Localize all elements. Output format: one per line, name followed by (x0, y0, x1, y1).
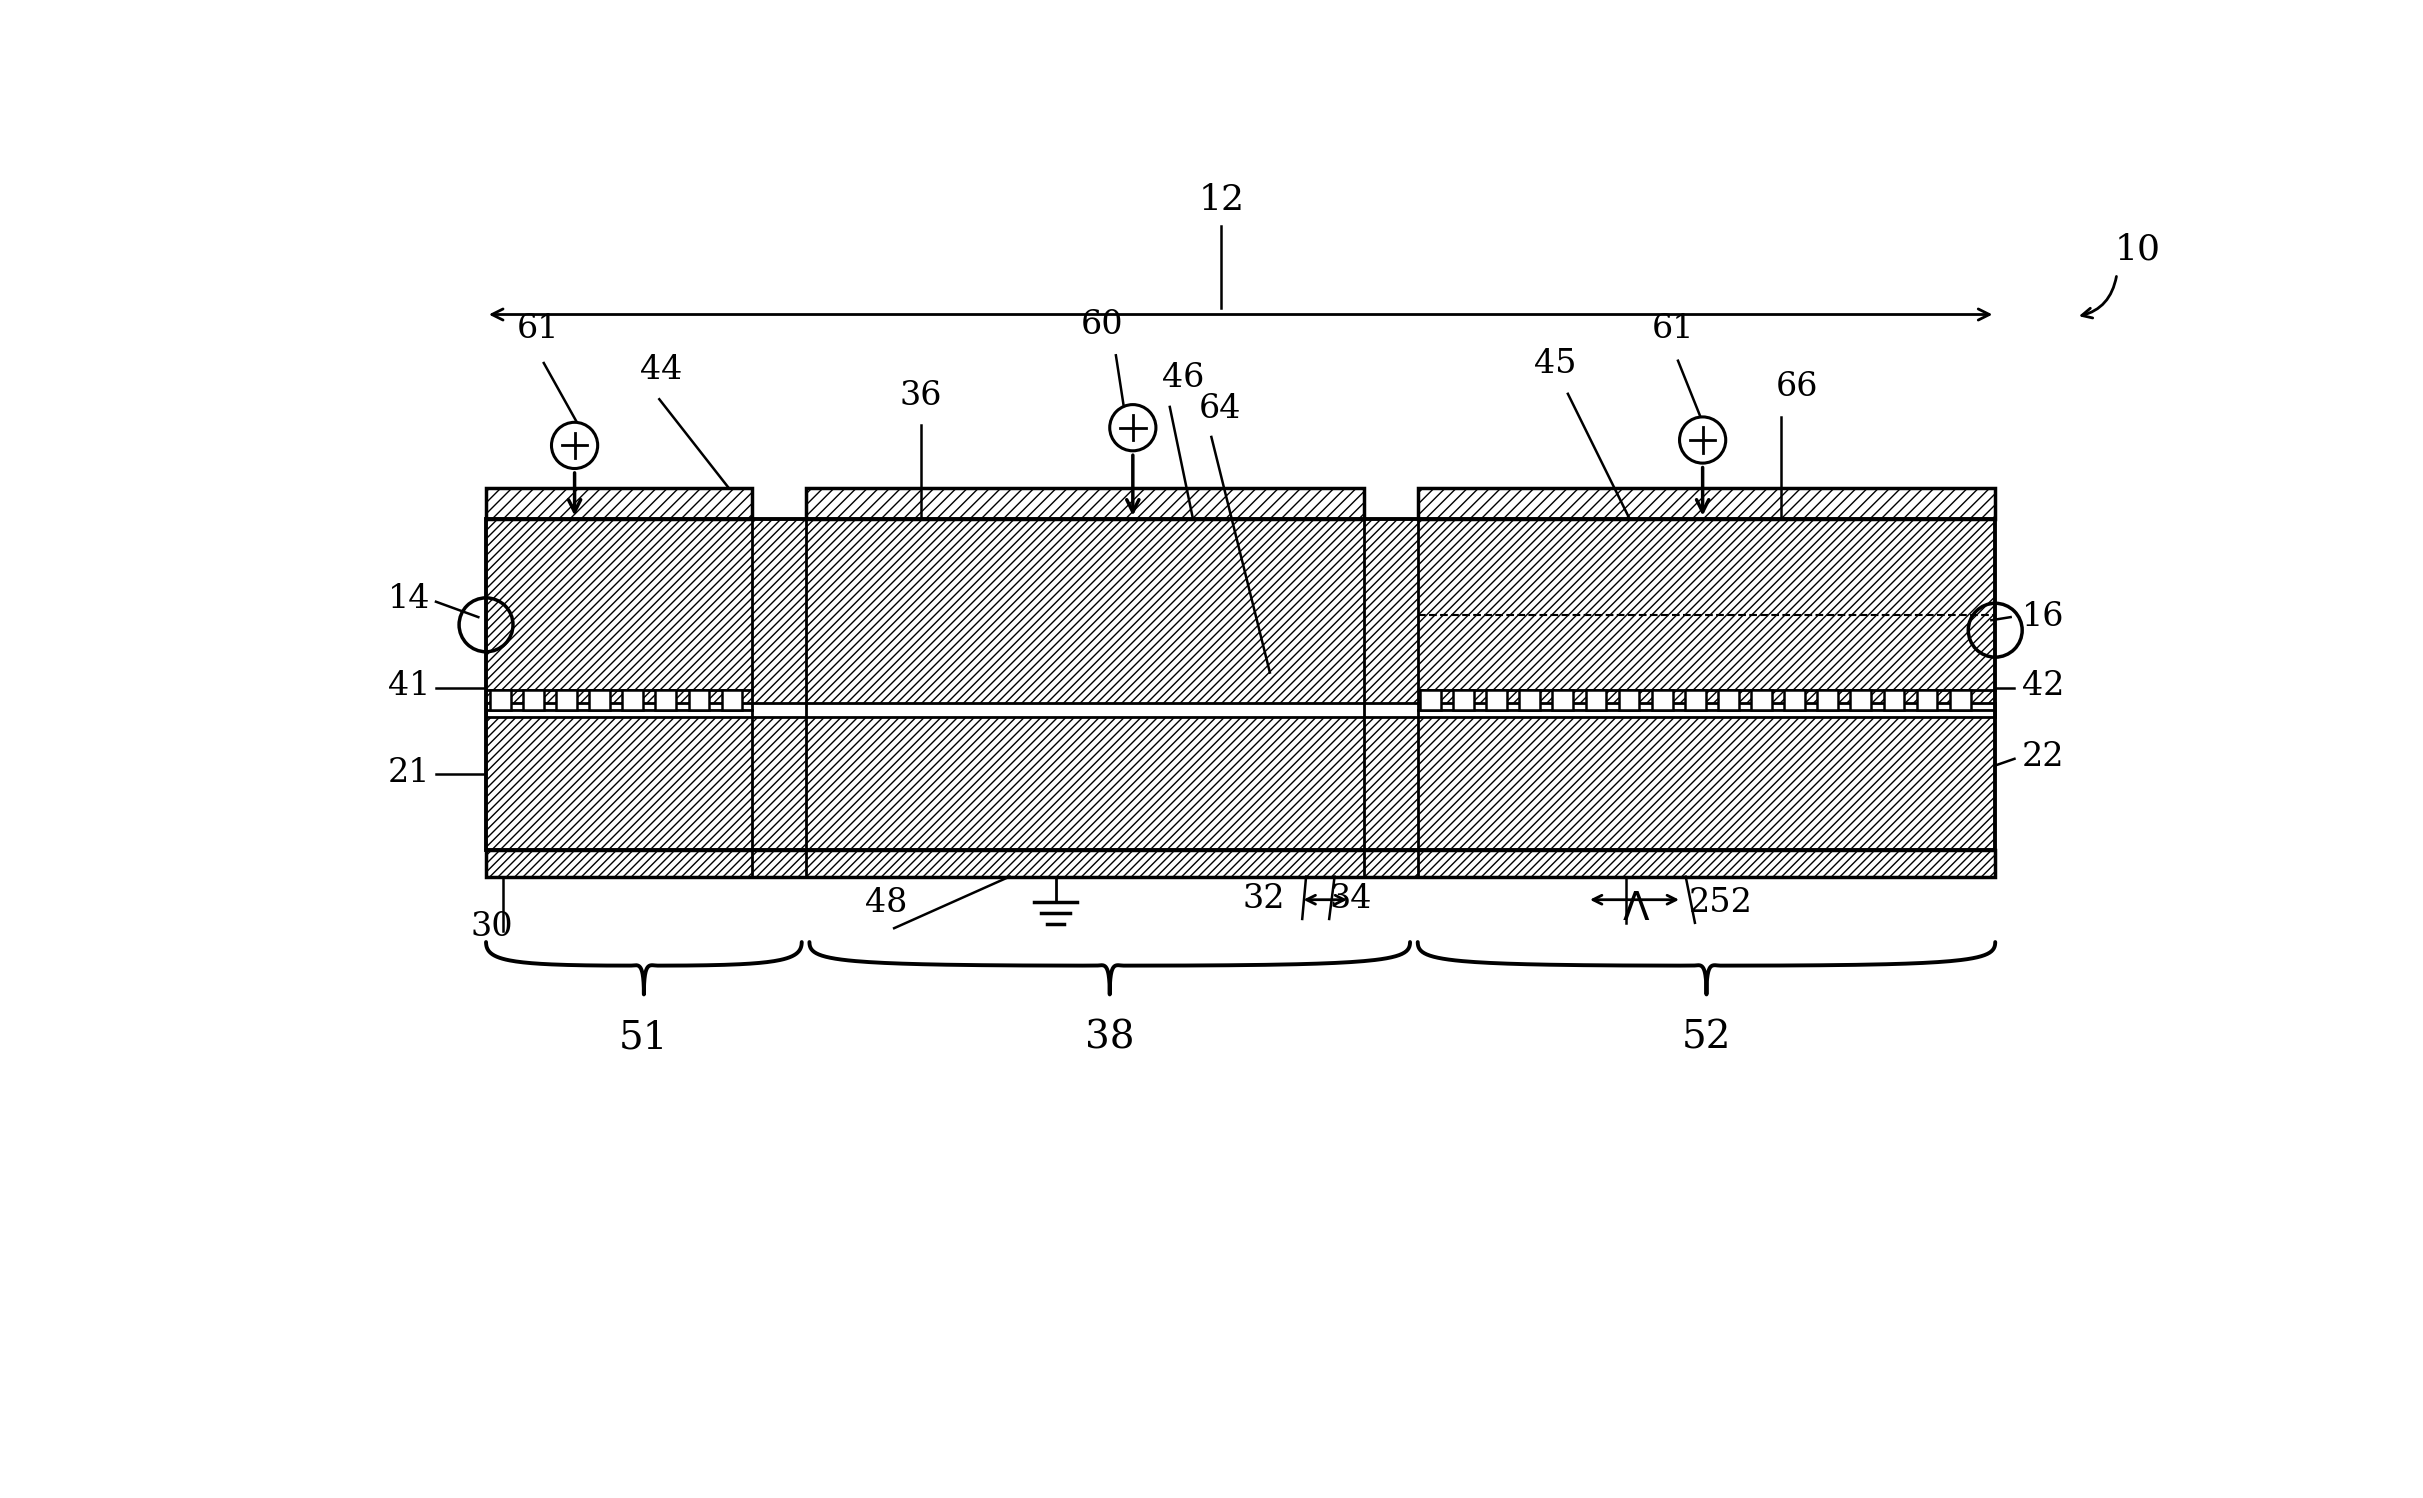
Bar (489, 689, 511, 710)
Text: 51: 51 (620, 1019, 669, 1056)
Text: 61: 61 (516, 313, 560, 346)
Circle shape (1679, 416, 1725, 463)
Bar (1652, 689, 1672, 710)
Text: 66: 66 (1776, 372, 1817, 403)
Text: 64: 64 (1199, 392, 1241, 424)
Bar (487, 488, 751, 518)
Bar (1718, 689, 1740, 710)
Text: 46: 46 (1163, 363, 1204, 394)
Bar (1454, 689, 1473, 710)
Text: 21: 21 (388, 756, 431, 788)
Text: 252: 252 (1689, 887, 1752, 918)
Text: 44: 44 (640, 354, 683, 386)
Bar (1519, 689, 1541, 710)
Bar (1951, 689, 1970, 710)
Bar (523, 689, 543, 710)
Text: 32: 32 (1243, 884, 1284, 915)
Bar (487, 704, 1994, 718)
Text: 22: 22 (2023, 742, 2064, 773)
Bar (487, 518, 1994, 849)
Bar (1585, 689, 1606, 710)
Bar (487, 488, 751, 518)
Bar (1752, 689, 1771, 710)
Bar (1817, 689, 1839, 710)
Bar (1485, 689, 1507, 710)
Bar (1684, 689, 1706, 710)
Text: 52: 52 (1682, 1019, 1730, 1056)
Bar (657, 689, 676, 710)
Bar (1883, 689, 1904, 710)
Bar (1851, 689, 1871, 710)
Bar (1417, 488, 1994, 518)
Text: 48: 48 (865, 887, 909, 918)
Text: 34: 34 (1330, 884, 1371, 915)
Circle shape (1110, 404, 1156, 451)
Text: 36: 36 (899, 380, 943, 412)
Text: 45: 45 (1534, 348, 1575, 380)
Bar (804, 488, 1364, 518)
Text: 30: 30 (470, 911, 514, 942)
Text: 38: 38 (1086, 1019, 1134, 1056)
Bar (1417, 488, 1994, 518)
Bar (487, 718, 1994, 849)
Bar (487, 849, 1994, 876)
Bar (804, 488, 1364, 518)
Text: $\Lambda$: $\Lambda$ (1623, 891, 1650, 929)
Bar (589, 689, 611, 710)
Bar (688, 689, 710, 710)
Bar (1420, 689, 1442, 710)
Text: 16: 16 (2023, 601, 2064, 634)
Circle shape (552, 422, 598, 469)
Bar (1783, 689, 1805, 710)
Bar (1917, 689, 1938, 710)
Bar (1553, 689, 1573, 710)
Text: 14: 14 (388, 583, 431, 616)
Bar (487, 518, 1994, 704)
Text: 60: 60 (1081, 310, 1124, 342)
Bar (623, 689, 642, 710)
Text: 41: 41 (388, 671, 431, 703)
Text: 12: 12 (1199, 183, 1245, 217)
Text: 42: 42 (2023, 671, 2064, 703)
Text: 10: 10 (2115, 232, 2161, 267)
Bar (557, 689, 577, 710)
Text: 61: 61 (1652, 313, 1694, 346)
Bar (722, 689, 741, 710)
Bar (487, 849, 1994, 876)
Bar (1619, 689, 1640, 710)
